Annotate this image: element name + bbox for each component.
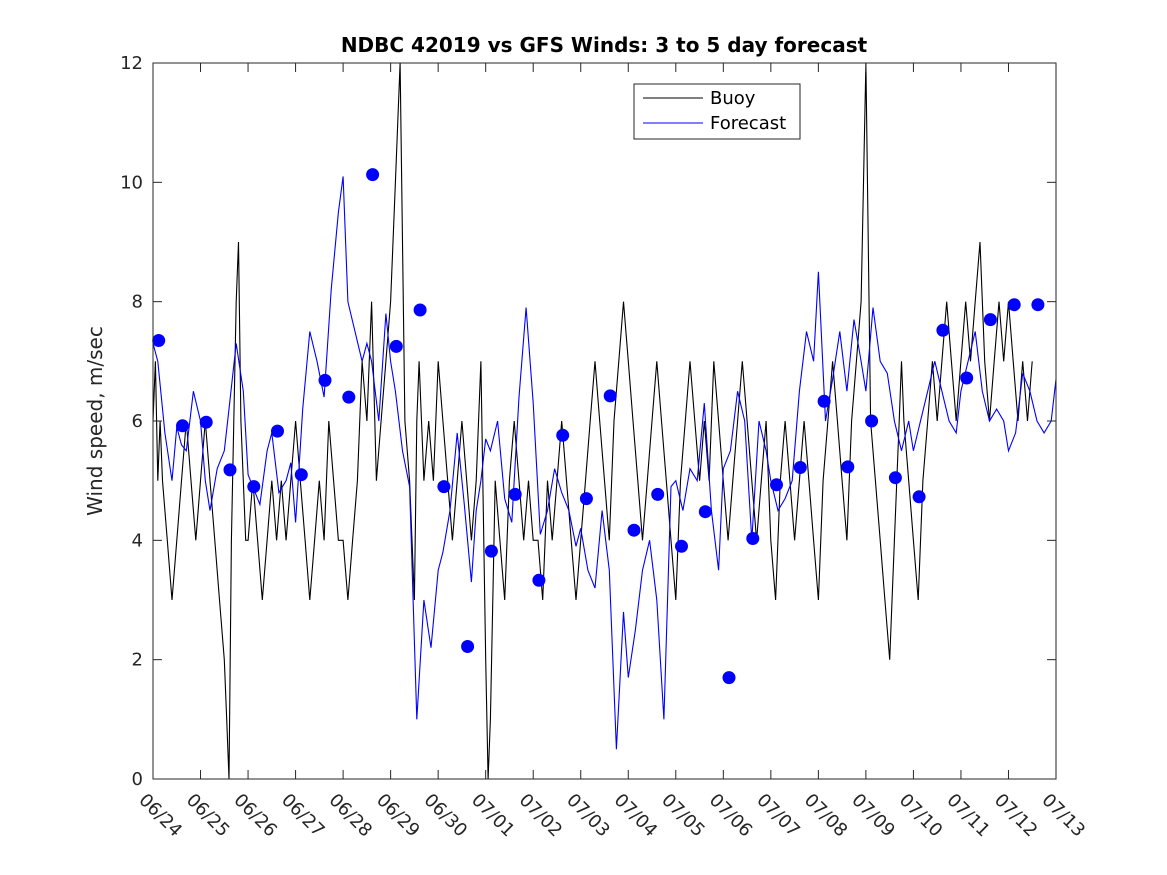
forecast-point <box>199 415 213 429</box>
forecast-point <box>865 414 879 428</box>
y-tick-label: 4 <box>132 530 143 551</box>
markers-layer <box>152 168 1045 685</box>
forecast-point <box>1031 298 1045 312</box>
series-line-buoy <box>153 63 1033 779</box>
forecast-point <box>888 471 902 485</box>
y-tick-label: 6 <box>132 411 143 432</box>
forecast-point <box>579 492 593 506</box>
forecast-point <box>437 480 451 494</box>
legend-forecast-label: Forecast <box>710 113 786 134</box>
forecast-point <box>152 334 166 347</box>
x-tick-label: 06/25 <box>182 790 234 842</box>
legend: Buoy Forecast <box>633 83 801 140</box>
x-tick-label: 07/04 <box>610 790 662 842</box>
y-tick-label: 12 <box>120 53 143 74</box>
x-tick-label: 07/08 <box>800 790 852 842</box>
forecast-point <box>294 468 308 482</box>
forecast-point <box>983 313 997 327</box>
legend-buoy-label: Buoy <box>710 88 756 109</box>
x-tick-label: 07/12 <box>990 790 1042 842</box>
forecast-point <box>223 463 237 477</box>
x-tick-label: 07/06 <box>705 790 757 842</box>
forecast-point <box>247 480 261 494</box>
x-tick-label: 07/01 <box>467 790 519 842</box>
forecast-point <box>770 478 783 492</box>
forecast-point <box>627 523 641 537</box>
y-tick-label: 10 <box>120 172 143 193</box>
forecast-point <box>508 487 522 501</box>
y-tick-label: 0 <box>132 769 143 790</box>
x-tick-label: 07/02 <box>515 790 567 842</box>
x-tick-label: 06/24 <box>134 790 186 842</box>
x-tick-label: 07/03 <box>562 790 614 842</box>
forecast-point <box>556 428 570 442</box>
x-tick-label: 07/05 <box>657 790 709 842</box>
forecast-point <box>318 373 332 387</box>
forecast-point <box>722 671 736 685</box>
series-layer <box>153 63 1056 779</box>
forecast-point <box>176 419 189 433</box>
forecast-point <box>841 460 855 474</box>
forecast-point <box>342 390 356 404</box>
forecast-point <box>603 389 617 403</box>
y-axis: 0 2 4 6 8 10 12 <box>120 53 1056 790</box>
x-tick-label: 07/10 <box>895 790 947 842</box>
x-tick-label: 06/27 <box>277 790 329 842</box>
forecast-point <box>817 394 831 408</box>
forecast-point <box>746 532 760 545</box>
x-tick-label: 07/11 <box>942 790 994 842</box>
x-tick-label: 07/09 <box>847 790 899 842</box>
x-tick-label: 06/26 <box>230 790 282 842</box>
forecast-point <box>793 461 807 474</box>
forecast-point <box>698 505 712 519</box>
forecast-point <box>366 168 380 182</box>
x-tick-label: 07/07 <box>752 790 804 842</box>
forecast-point <box>271 424 284 438</box>
legend-box <box>633 83 801 140</box>
forecast-point <box>675 539 688 553</box>
forecast-point <box>389 339 403 353</box>
forecast-point <box>651 487 665 501</box>
x-tick-label: 06/29 <box>372 790 424 842</box>
forecast-point <box>1007 298 1021 312</box>
x-tick-label: 07/13 <box>1037 790 1089 842</box>
x-axis: 06/2406/2506/2606/2706/2806/2906/3007/01… <box>134 63 1089 841</box>
series-line-forecast <box>153 176 1056 750</box>
forecast-point <box>532 573 546 587</box>
forecast-point <box>960 371 974 385</box>
y-tick-label: 2 <box>132 650 143 671</box>
chart-title: NDBC 42019 vs GFS Winds: 3 to 5 day fore… <box>341 33 868 57</box>
forecast-point <box>936 323 950 337</box>
y-axis-label: Wind speed, m/sec <box>83 326 107 516</box>
forecast-point <box>912 490 926 504</box>
forecast-point <box>413 303 427 317</box>
forecast-point <box>484 544 498 558</box>
forecast-point <box>461 640 475 653</box>
y-tick-label: 8 <box>132 292 143 313</box>
x-tick-label: 06/28 <box>325 790 377 842</box>
x-tick-label: 06/30 <box>420 790 472 842</box>
